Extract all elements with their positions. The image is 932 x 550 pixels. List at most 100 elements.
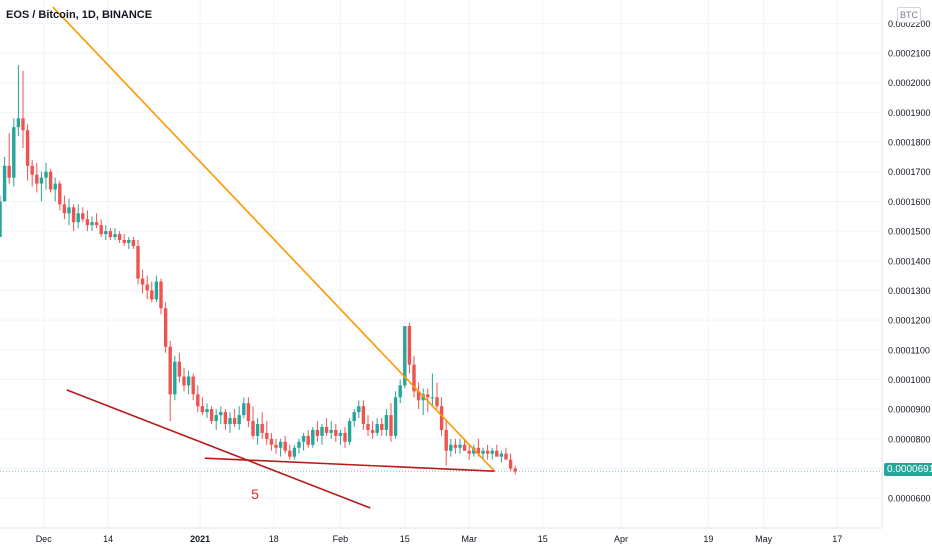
candle-body (251, 421, 255, 436)
candle-body (81, 213, 85, 220)
time-tick-label: 2021 (190, 534, 210, 544)
candle-body (375, 424, 379, 433)
candle-body (283, 441, 287, 451)
candle-body (104, 231, 108, 235)
candle-body (200, 406, 205, 413)
candle-body (145, 284, 149, 291)
candles-layer (0, 64, 517, 475)
candle-body (453, 444, 458, 448)
candle-body (458, 444, 462, 448)
price-tick-label: 0.0001000 (888, 375, 931, 385)
candle-body (389, 415, 393, 436)
candle-body (269, 438, 274, 445)
candle-body (85, 219, 90, 226)
candle-body (449, 444, 453, 451)
price-tick-label: 0.0001100 (888, 345, 930, 355)
trendlines-layer (52, 6, 496, 509)
price-tick-label: 0.0001300 (888, 286, 931, 296)
candle-body (0, 201, 2, 238)
time-tick-label: 15 (400, 534, 410, 544)
candle-body (67, 207, 71, 214)
price-tick-label: 0.0001600 (888, 197, 931, 207)
candle-body (242, 403, 246, 416)
candle-body (324, 426, 329, 433)
time-tick-label: Feb (333, 534, 349, 544)
candle-body (352, 412, 356, 422)
candle-body (150, 290, 154, 300)
candle-body (467, 450, 471, 454)
time-axis[interactable]: Dec 14 2021 18 Feb 15 Mar 15 Apr 19 May 17 (36, 534, 843, 544)
candle-body (260, 424, 264, 433)
time-tick-label: 19 (703, 534, 713, 544)
candle-body (108, 231, 113, 238)
candle-body (94, 222, 99, 226)
candle-body (223, 412, 228, 425)
price-tick-label: 0.0002000 (888, 78, 931, 88)
candle-body (435, 397, 439, 407)
price-tick-label: 0.0002200 (888, 19, 931, 29)
candle-body (140, 278, 145, 285)
candle-body (214, 415, 218, 422)
candle-body (177, 361, 182, 377)
candle-body (508, 459, 513, 469)
candle-body (393, 397, 398, 436)
candle-body (481, 450, 485, 454)
wave-5-label: 5 (251, 486, 259, 502)
candle-body (246, 403, 251, 422)
candle-body (205, 409, 209, 413)
currency-badge[interactable]: BTC (897, 7, 921, 23)
candle-body (21, 118, 25, 131)
price-tick-label: 0.0001200 (888, 316, 931, 326)
last-price-badge: 0.0000691 (884, 463, 932, 477)
candle-body (122, 240, 126, 243)
candle-body (136, 245, 140, 279)
candle-body (361, 406, 366, 425)
candle-body (347, 421, 352, 442)
candle-body (53, 183, 57, 190)
candle-body (297, 441, 301, 448)
candle-body (288, 450, 292, 457)
candle-body (30, 165, 34, 175)
candle-body (462, 444, 467, 451)
candle-body (182, 376, 186, 386)
candle-body (403, 326, 407, 386)
time-tick-label: 18 (269, 534, 279, 544)
candle-body (154, 281, 159, 300)
candle-body (504, 453, 508, 460)
candle-body (209, 409, 214, 422)
price-axis[interactable]: 0.00006000.00007000.00008000.00009000.00… (888, 19, 931, 504)
candle-body (334, 429, 338, 436)
price-tick-label: 0.0001500 (888, 227, 931, 237)
candle-body (71, 207, 76, 223)
candle-body (366, 424, 370, 430)
candle-body (513, 468, 517, 472)
price-tick-label: 0.0001700 (888, 167, 931, 177)
candle-body (338, 432, 343, 436)
candle-body (301, 435, 306, 442)
candle-body (25, 130, 30, 166)
candle-body (186, 376, 191, 386)
candle-body (76, 213, 80, 223)
candle-body (320, 426, 324, 436)
candle-body (499, 453, 504, 457)
candle-body (380, 424, 384, 430)
candle-body (485, 450, 490, 454)
trendline-upper (52, 6, 496, 472)
time-tick-label: 15 (538, 534, 548, 544)
candle-body (444, 429, 448, 451)
candle-body (292, 447, 297, 457)
candle-body (7, 165, 11, 178)
candle-body (62, 204, 67, 214)
grid (0, 0, 882, 528)
price-tick-label: 0.0002100 (888, 49, 931, 59)
price-tick-label: 0.0000800 (888, 434, 931, 444)
candle-body (384, 415, 389, 430)
time-tick-label: Apr (614, 534, 628, 544)
candle-body (237, 415, 241, 425)
candle-body (255, 424, 260, 436)
candle-body (370, 429, 375, 433)
candle-body (430, 397, 435, 399)
price-tick-label: 0.0001400 (888, 256, 931, 266)
candle-body (476, 447, 481, 454)
